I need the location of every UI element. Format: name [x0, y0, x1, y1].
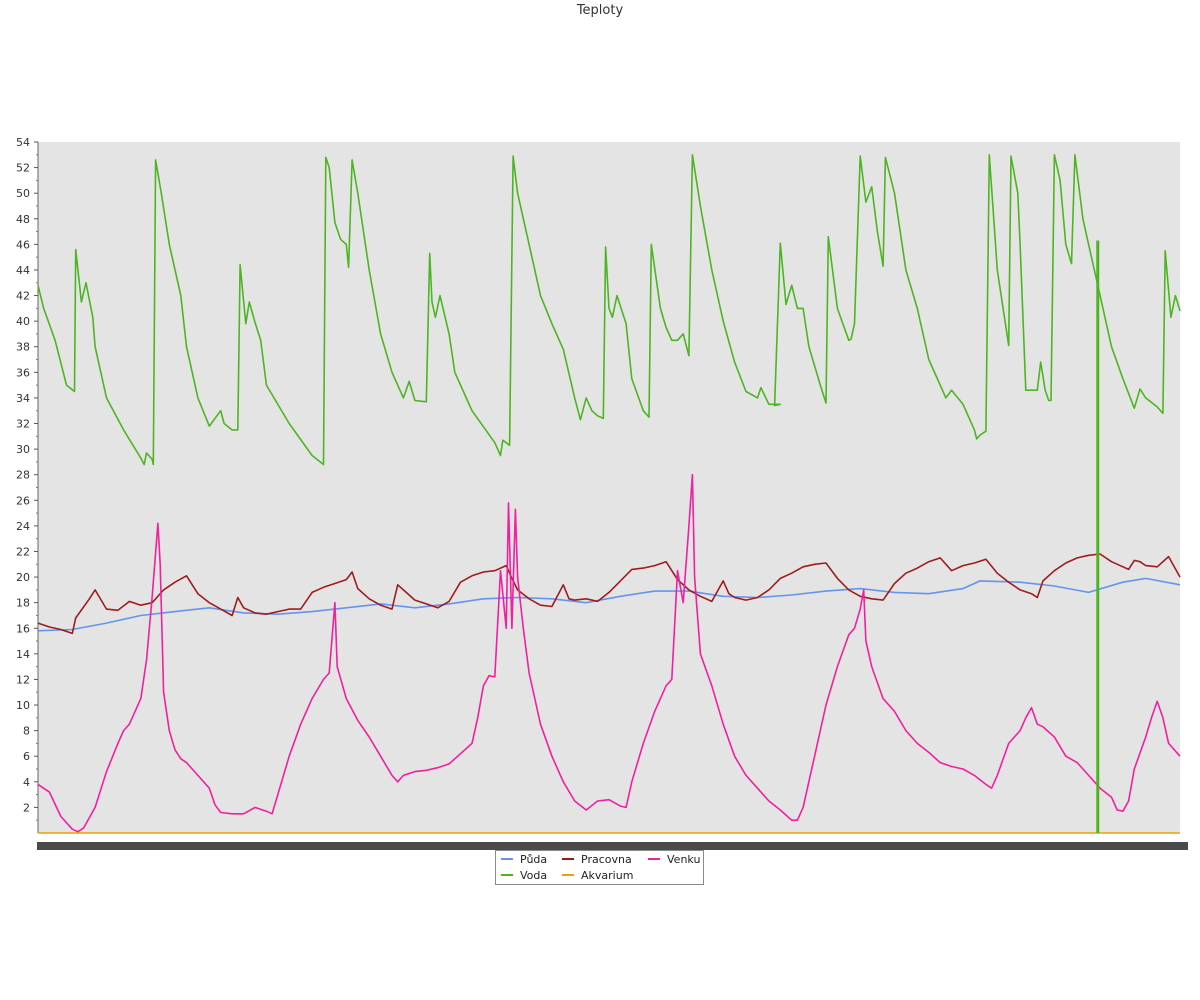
y-tick-label-4: 4 — [23, 776, 30, 789]
y-tick-label-38: 38 — [16, 341, 30, 354]
y-tick-label-12: 12 — [16, 673, 30, 686]
legend-label-puda: Půda — [520, 853, 548, 866]
legend-item-pracovna: Pracovna — [562, 853, 632, 867]
legend-label-venku: Venku — [667, 853, 701, 866]
y-tick-label-44: 44 — [16, 264, 30, 277]
y-tick-label-48: 48 — [16, 213, 30, 226]
chart-title: Teploty — [576, 3, 624, 18]
y-tick-label-30: 30 — [16, 443, 30, 456]
y-tick-label-22: 22 — [16, 545, 30, 558]
y-tick-label-24: 24 — [16, 520, 30, 533]
legend-item-puda: Půda — [501, 853, 547, 867]
y-tick-label-50: 50 — [16, 187, 30, 200]
series-line-1 — [37, 577, 1181, 632]
legend-label-pracovna: Pracovna — [581, 853, 632, 866]
y-tick-label-36: 36 — [16, 366, 30, 379]
y-tick-label-34: 34 — [16, 392, 30, 405]
legend-item-voda: Voda — [501, 869, 547, 883]
y-tick-label-28: 28 — [16, 469, 30, 482]
y-tick-label-26: 26 — [16, 494, 30, 507]
y-tick-label-8: 8 — [23, 725, 30, 738]
legend-swatch-akvarium — [562, 874, 574, 876]
x-axis-tick-labels-bar — [37, 842, 1188, 850]
y-tick-label-32: 32 — [16, 418, 30, 431]
legend-label-voda: Voda — [520, 869, 548, 882]
y-tick-label-16: 16 — [16, 622, 30, 635]
y-tick-label-46: 46 — [16, 238, 30, 251]
legend-item-akvarium: Akvarium — [562, 869, 633, 883]
legend-item-venku: Venku — [648, 853, 700, 867]
y-tick-label-40: 40 — [16, 315, 30, 328]
y-tick-label-52: 52 — [16, 162, 30, 175]
series-line-3 — [37, 553, 1181, 635]
y-tick-label-20: 20 — [16, 571, 30, 584]
y-tick-label-14: 14 — [16, 648, 30, 661]
y-tick-label-6: 6 — [23, 750, 30, 763]
legend-swatch-puda — [501, 858, 513, 860]
legend: Půda Pracovna Venku Voda Akvarium — [495, 850, 704, 885]
plot-area — [38, 142, 1180, 833]
y-tick-label-18: 18 — [16, 597, 30, 610]
legend-swatch-voda — [501, 874, 513, 876]
y-tick-label-42: 42 — [16, 290, 30, 303]
y-tick-label-2: 2 — [23, 801, 30, 814]
y-tick-label-10: 10 — [16, 699, 30, 712]
series-line-2 — [37, 154, 1181, 466]
legend-swatch-pracovna — [562, 858, 574, 860]
legend-swatch-venku — [648, 858, 660, 860]
y-tick-label-54: 54 — [16, 136, 30, 149]
series-line-5 — [37, 473, 1181, 833]
legend-label-akvarium: Akvarium — [581, 869, 634, 882]
